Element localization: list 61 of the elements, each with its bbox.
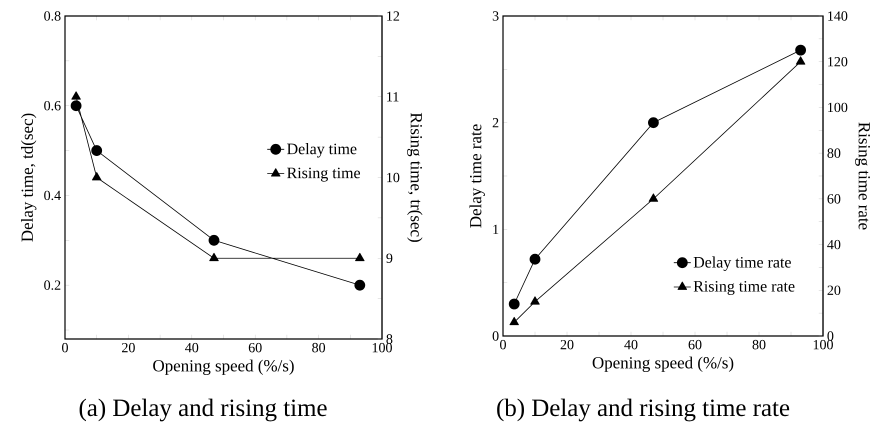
x-axis-title: Opening speed (%/s) bbox=[592, 356, 734, 372]
legend-label: Delay time rate bbox=[694, 256, 791, 271]
point bbox=[354, 280, 366, 291]
y2-tick-label: 100 bbox=[828, 102, 848, 112]
y2-tick-label: 40 bbox=[827, 240, 840, 250]
y2-tick-label: 12 bbox=[387, 11, 400, 21]
legend-label: Rising time rate bbox=[694, 280, 794, 295]
x-tick-label: 40 bbox=[624, 340, 638, 350]
x-tick-label: 40 bbox=[185, 342, 198, 352]
point bbox=[648, 193, 658, 202]
y2-tick-label: 20 bbox=[828, 286, 840, 295]
point bbox=[70, 100, 82, 112]
y-axis-title: Delay time rate bbox=[469, 124, 485, 228]
point bbox=[209, 252, 219, 262]
legend-label: Delay time bbox=[287, 143, 356, 158]
x-tick-label: 0 bbox=[500, 340, 506, 350]
y2-tick-label: 9 bbox=[386, 254, 392, 263]
point bbox=[508, 298, 520, 310]
text: (a) Delay and rising time bbox=[80, 398, 327, 422]
y-tick-label: 0.4 bbox=[44, 190, 61, 200]
point bbox=[355, 252, 365, 262]
x-tick-label: 60 bbox=[248, 342, 262, 352]
point bbox=[796, 56, 806, 65]
y-tick-label: 2 bbox=[492, 118, 498, 128]
y2-tick-label: 8 bbox=[386, 334, 392, 344]
x-tick-label: 60 bbox=[688, 340, 702, 350]
x-tick-label: 80 bbox=[752, 340, 766, 350]
y2-axis-title: Rising time rate bbox=[855, 122, 870, 230]
x-tick-label: 100 bbox=[814, 340, 833, 350]
y2-tick-label: 80 bbox=[827, 148, 840, 158]
point bbox=[91, 145, 102, 156]
point bbox=[71, 91, 81, 100]
point bbox=[648, 117, 659, 128]
point bbox=[530, 254, 540, 265]
x-tick-label: 20 bbox=[560, 340, 574, 350]
y2-tick-label: 120 bbox=[828, 57, 848, 66]
y2-tick-label: 11 bbox=[387, 92, 399, 102]
text: (b) Delay and rising time rate bbox=[497, 398, 790, 422]
x-tick-label: 20 bbox=[122, 342, 135, 352]
y-tick-label: 1 bbox=[493, 224, 498, 234]
x-axis-title: Opening speed (%/s) bbox=[153, 360, 294, 375]
y2-tick-label: 60 bbox=[828, 194, 840, 204]
point bbox=[530, 296, 540, 305]
point bbox=[208, 234, 220, 246]
point bbox=[509, 316, 519, 326]
y-axis-title: Delay time, td(sec) bbox=[21, 114, 36, 242]
x-tick-label: 0 bbox=[62, 342, 68, 352]
y2-tick-label: 10 bbox=[387, 172, 400, 182]
y2-tick-label: 0 bbox=[827, 331, 834, 341]
y-tick-label: 0.8 bbox=[44, 11, 61, 21]
y-tick-label: 0.6 bbox=[44, 100, 61, 110]
y2-tick-label: 140 bbox=[828, 11, 848, 21]
y2-axis-title: Rising time, tr(sec) bbox=[407, 112, 423, 242]
x-tick-label: 80 bbox=[312, 342, 326, 352]
point bbox=[92, 172, 102, 180]
y-tick-label: 3 bbox=[492, 11, 499, 21]
legend-label: Rising time bbox=[287, 168, 360, 182]
y-tick-label: 0 bbox=[492, 331, 499, 341]
x-tick-label: 100 bbox=[372, 342, 392, 352]
y-tick-label: 0.2 bbox=[44, 280, 60, 290]
point bbox=[795, 44, 806, 56]
